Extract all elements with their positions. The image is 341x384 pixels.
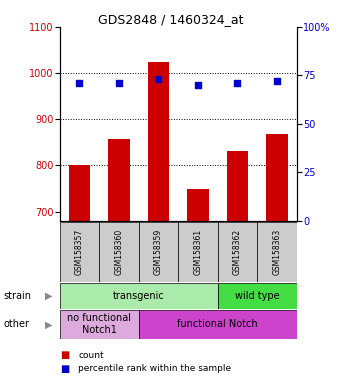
Bar bbox=[218, 222, 257, 282]
Text: percentile rank within the sample: percentile rank within the sample bbox=[78, 364, 232, 373]
Bar bbox=[60, 222, 99, 282]
Text: GSM158362: GSM158362 bbox=[233, 229, 242, 275]
Point bbox=[77, 80, 82, 86]
Text: strain: strain bbox=[3, 291, 31, 301]
Text: ▶: ▶ bbox=[45, 291, 53, 301]
Bar bbox=[108, 139, 130, 221]
Text: GDS2848 / 1460324_at: GDS2848 / 1460324_at bbox=[98, 13, 243, 26]
Bar bbox=[226, 151, 248, 221]
Bar bbox=[257, 222, 297, 282]
Point bbox=[156, 76, 161, 82]
Text: GSM158363: GSM158363 bbox=[272, 229, 281, 275]
Text: GSM158361: GSM158361 bbox=[193, 229, 203, 275]
Bar bbox=[69, 166, 90, 221]
Text: no functional
Notch1: no functional Notch1 bbox=[67, 313, 131, 335]
Bar bbox=[139, 222, 178, 282]
Text: GSM158360: GSM158360 bbox=[115, 229, 123, 275]
Bar bbox=[148, 63, 169, 221]
Text: wild type: wild type bbox=[235, 291, 280, 301]
Bar bbox=[218, 283, 297, 309]
Text: other: other bbox=[3, 319, 29, 329]
Point bbox=[235, 80, 240, 86]
Text: ■: ■ bbox=[60, 350, 69, 360]
Bar bbox=[60, 283, 218, 309]
Text: ▶: ▶ bbox=[45, 319, 53, 329]
Text: GSM158359: GSM158359 bbox=[154, 229, 163, 275]
Text: count: count bbox=[78, 351, 104, 360]
Bar bbox=[60, 310, 139, 339]
Point bbox=[116, 80, 122, 86]
Bar bbox=[187, 189, 209, 221]
Text: transgenic: transgenic bbox=[113, 291, 165, 301]
Bar bbox=[266, 134, 288, 221]
Point bbox=[195, 82, 201, 88]
Bar bbox=[139, 310, 297, 339]
Bar bbox=[99, 222, 139, 282]
Text: GSM158357: GSM158357 bbox=[75, 229, 84, 275]
Bar bbox=[178, 222, 218, 282]
Text: ■: ■ bbox=[60, 364, 69, 374]
Text: functional Notch: functional Notch bbox=[177, 319, 258, 329]
Point bbox=[274, 78, 280, 84]
